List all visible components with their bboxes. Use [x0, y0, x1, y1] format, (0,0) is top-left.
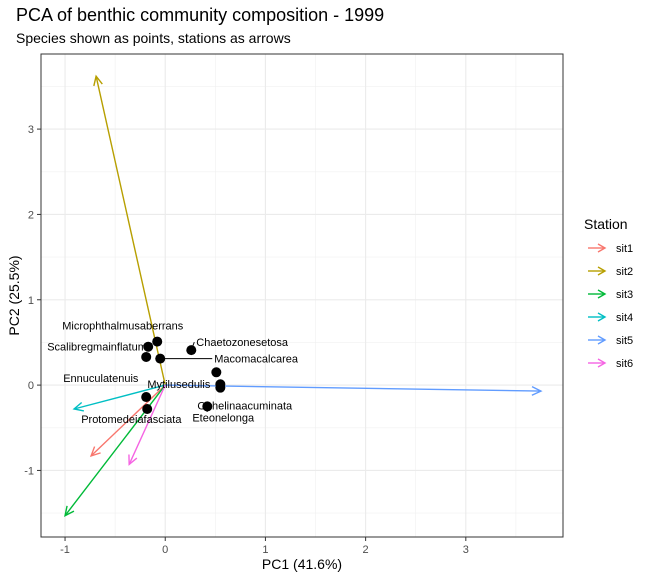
species-label: Eteonelonga — [192, 412, 255, 424]
grid-lines — [41, 54, 563, 537]
legend-label: sit1 — [616, 243, 633, 255]
species-point — [143, 341, 154, 352]
species-point — [215, 382, 226, 393]
legend-item-sit2: sit2 — [588, 266, 633, 278]
arrow-shaft — [165, 384, 541, 392]
species-label: Mytilusedulis — [147, 379, 210, 391]
species-label: Ophelinaacuminata — [197, 400, 293, 412]
species-labels: Microphthalmusaberrans Chaetozonesetosa Sc… — [47, 321, 299, 426]
y-tick-label: 0 — [28, 380, 34, 392]
legend-key-arrowhead — [597, 266, 607, 276]
species-label: Protomedeiafasciata — [81, 414, 182, 426]
legend-item-sit5: sit5 — [588, 335, 633, 347]
species-label: Ennuculatenuis — [63, 373, 139, 385]
legend-key-arrowhead — [597, 243, 607, 253]
x-tick-label: 1 — [262, 544, 268, 556]
arrow-head — [93, 74, 103, 87]
station-arrow-sit1 — [89, 384, 166, 458]
legend-item-sit3: sit3 — [588, 289, 633, 301]
chart-title: PCA of benthic community composition - 1… — [16, 5, 385, 25]
legend-key-arrowhead — [597, 335, 607, 345]
y-tick-label: 1 — [28, 295, 34, 307]
legend: Station sit1 sit2 sit3 sit4 sit5 sit6 — [584, 216, 633, 370]
species-point — [211, 367, 222, 378]
arrow-head — [64, 505, 75, 517]
arrow-head — [128, 454, 138, 466]
legend-title: Station — [584, 216, 628, 232]
species-point — [141, 392, 152, 403]
legend-item-sit6: sit6 — [588, 358, 633, 370]
legend-key-arrowhead — [597, 312, 607, 322]
chart-subtitle: Species shown as points, stations as arr… — [16, 30, 291, 46]
x-tick-label: 3 — [463, 544, 469, 556]
arrow-shaft — [128, 384, 166, 465]
legend-key-arrowhead — [597, 358, 607, 368]
x-tick-label: -1 — [60, 544, 70, 556]
x-tick-label: 2 — [363, 544, 369, 556]
label-leader-line — [190, 341, 195, 351]
station-arrow-sit4 — [72, 384, 166, 412]
arrow-shaft — [95, 76, 166, 386]
x-tick-label: 0 — [162, 544, 168, 556]
y-tick-label: 3 — [28, 124, 34, 136]
arrow-head — [72, 401, 85, 412]
station-arrows — [64, 74, 543, 517]
x-axis: -1 0 1 2 3 — [60, 537, 469, 556]
legend-label: sit2 — [616, 266, 633, 278]
arrow-head — [89, 446, 101, 458]
arrow-shaft — [90, 384, 166, 457]
legend-label: sit4 — [616, 312, 633, 324]
species-points — [141, 336, 226, 414]
arrow-head — [531, 385, 543, 396]
y-tick-label: 2 — [28, 209, 34, 221]
y-tick-label: -1 — [24, 465, 34, 477]
station-arrow-sit5 — [165, 384, 543, 396]
legend-label: sit3 — [616, 289, 633, 301]
arrow-shaft — [73, 384, 166, 410]
y-axis: -1 0 1 2 3 — [24, 124, 41, 477]
species-point — [142, 403, 153, 414]
y-axis-title: PC2 (25.5%) — [6, 255, 22, 335]
species-point — [152, 336, 163, 347]
plot-panel — [41, 54, 563, 537]
species-label: Macomacalcarea — [214, 354, 299, 366]
station-arrow-sit2 — [93, 74, 166, 386]
species-point — [202, 401, 213, 412]
legend-item-sit4: sit4 — [588, 312, 633, 324]
x-axis-title: PC1 (41.6%) — [262, 556, 342, 572]
station-arrow-sit6 — [128, 384, 166, 466]
species-label: Scalibregmainflatum — [47, 342, 147, 354]
plot-border — [40, 53, 564, 538]
species-point — [141, 351, 152, 362]
species-label: Microphthalmusaberrans — [62, 321, 184, 333]
legend-label: sit6 — [616, 358, 633, 370]
legend-key-arrowhead — [597, 289, 607, 299]
legend-label: sit5 — [616, 335, 633, 347]
legend-item-sit1: sit1 — [588, 243, 633, 255]
species-label: Chaetozonesetosa — [196, 337, 289, 349]
